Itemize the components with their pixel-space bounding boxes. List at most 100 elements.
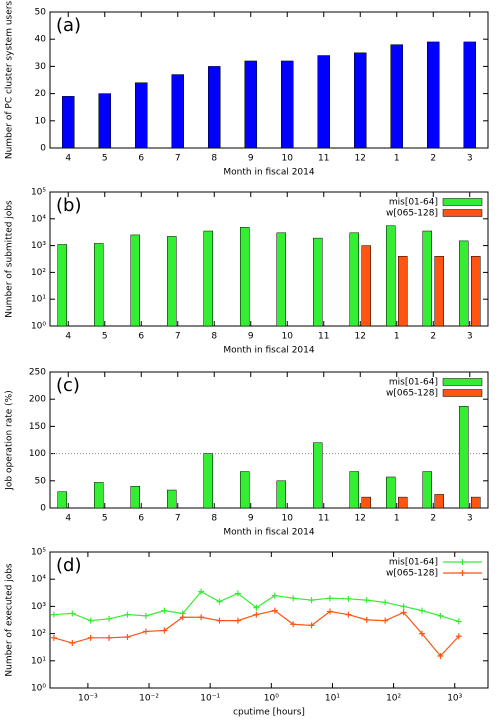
x-tick-label: 9 bbox=[248, 332, 254, 342]
panel-label: (a) bbox=[56, 15, 81, 36]
y-tick-label: 0 bbox=[40, 504, 46, 514]
bar bbox=[349, 471, 359, 509]
point bbox=[161, 627, 168, 634]
x-tick-label: 10¹ bbox=[325, 694, 340, 704]
point bbox=[382, 617, 389, 624]
bar bbox=[57, 491, 67, 509]
bar bbox=[434, 494, 444, 509]
bar bbox=[313, 442, 323, 509]
plot-frame bbox=[49, 551, 489, 689]
x-tick-label: 10² bbox=[386, 694, 401, 704]
bar bbox=[94, 482, 104, 509]
x-tick-label: 11 bbox=[318, 514, 329, 524]
legend-swatch bbox=[442, 389, 483, 397]
bar bbox=[313, 237, 323, 327]
bar bbox=[130, 234, 140, 327]
point bbox=[161, 607, 168, 614]
y-tick-label: 10⁴ bbox=[31, 575, 46, 585]
legend-swatch bbox=[459, 559, 466, 565]
point bbox=[345, 595, 352, 602]
x-tick-label: 10⁰ bbox=[264, 694, 279, 704]
plot-frame bbox=[49, 11, 489, 149]
y-tick-label: 250 bbox=[29, 368, 46, 378]
point bbox=[455, 633, 462, 640]
point bbox=[198, 614, 205, 621]
y-tick-label: 10⁰ bbox=[31, 322, 46, 332]
point bbox=[271, 592, 278, 599]
point bbox=[234, 590, 241, 597]
point bbox=[124, 611, 131, 618]
bar bbox=[427, 41, 440, 149]
point bbox=[106, 615, 113, 622]
legend-swatch bbox=[442, 209, 483, 217]
bar bbox=[130, 485, 140, 509]
y-tick-label: 10⁵ bbox=[31, 548, 46, 558]
x-tick-label: 4 bbox=[65, 332, 71, 342]
point bbox=[345, 611, 352, 618]
bar bbox=[208, 66, 221, 149]
point bbox=[69, 640, 76, 647]
point bbox=[271, 607, 278, 614]
y-tick-label: 50 bbox=[35, 8, 47, 18]
y-tick-label: 150 bbox=[29, 422, 46, 432]
bar bbox=[94, 243, 104, 327]
bar bbox=[98, 93, 111, 149]
point bbox=[198, 588, 205, 595]
x-tick-label: 10 bbox=[282, 514, 294, 524]
point bbox=[50, 634, 57, 641]
x-axis-label: Month in fiscal 2014 bbox=[223, 346, 314, 356]
x-tick-label: 6 bbox=[138, 514, 144, 524]
y-tick-label: 10¹ bbox=[31, 656, 46, 666]
point bbox=[326, 608, 333, 615]
y-tick-label: 40 bbox=[35, 35, 47, 45]
x-tick-label: 8 bbox=[211, 332, 217, 342]
point bbox=[290, 621, 297, 628]
x-tick-label: 6 bbox=[138, 332, 144, 342]
y-tick-label: 100 bbox=[29, 449, 46, 459]
x-tick-label: 1 bbox=[394, 154, 400, 164]
bar bbox=[203, 453, 213, 509]
x-tick-label: 5 bbox=[102, 154, 108, 164]
x-tick-label: 10⁻² bbox=[139, 694, 159, 704]
point bbox=[216, 617, 223, 624]
point bbox=[400, 603, 407, 610]
x-tick-label: 1 bbox=[394, 514, 400, 524]
x-tick-label: 8 bbox=[211, 514, 217, 524]
y-tick-label: 10² bbox=[31, 268, 46, 278]
point bbox=[382, 599, 389, 606]
bar bbox=[62, 96, 75, 149]
panel-label: (b) bbox=[56, 195, 81, 216]
y-tick-label: 10¹ bbox=[31, 295, 46, 305]
x-tick-label: 12 bbox=[355, 332, 366, 342]
x-tick-label: 2 bbox=[430, 332, 436, 342]
x-tick-label: 7 bbox=[175, 514, 181, 524]
point bbox=[418, 607, 425, 614]
point bbox=[179, 614, 186, 621]
legend-label: w[065-128] bbox=[386, 209, 438, 219]
x-tick-label: 4 bbox=[65, 514, 71, 524]
point bbox=[308, 622, 315, 629]
x-tick-label: 11 bbox=[318, 154, 329, 164]
point bbox=[418, 630, 425, 637]
point bbox=[124, 633, 131, 640]
x-tick-label: 8 bbox=[211, 154, 217, 164]
point bbox=[142, 628, 149, 635]
point bbox=[142, 612, 149, 619]
x-axis-label: cputime [hours] bbox=[233, 708, 305, 718]
bar bbox=[471, 496, 481, 509]
bar bbox=[386, 476, 396, 509]
bar bbox=[354, 52, 367, 149]
y-tick-label: 10⁴ bbox=[31, 214, 46, 224]
bar bbox=[317, 55, 330, 149]
x-tick-label: 11 bbox=[318, 332, 329, 342]
bar bbox=[240, 227, 250, 327]
x-tick-label: 10⁻³ bbox=[78, 694, 98, 704]
legend-label: mis[01-64] bbox=[389, 378, 438, 388]
bar bbox=[244, 60, 257, 149]
x-tick-label: 7 bbox=[175, 154, 181, 164]
bar bbox=[167, 236, 177, 327]
legend-label: mis[01-64] bbox=[389, 558, 438, 568]
x-tick-label: 10 bbox=[282, 154, 294, 164]
